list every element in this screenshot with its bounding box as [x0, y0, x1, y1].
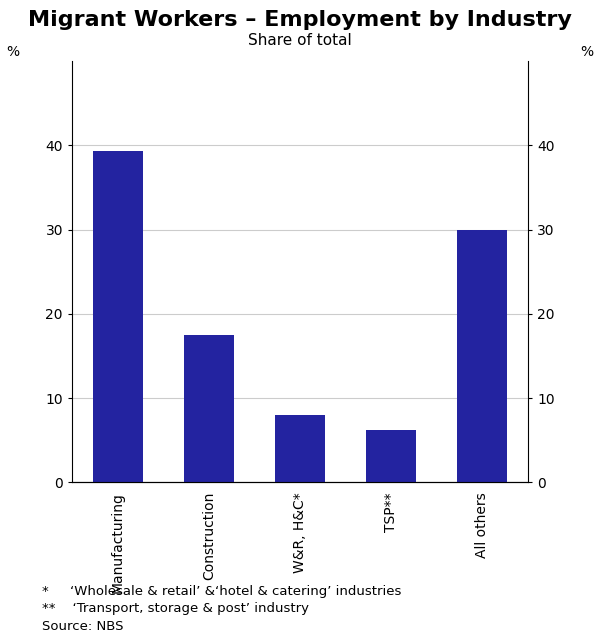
Text: Migrant Workers – Employment by Industry: Migrant Workers – Employment by Industry: [28, 10, 572, 30]
Bar: [275, 415, 325, 482]
Text: **    ‘Transport, storage & post’ industry: ** ‘Transport, storage & post’ industry: [42, 602, 309, 615]
Bar: [93, 151, 143, 482]
Text: Share of total: Share of total: [248, 33, 352, 48]
Bar: [457, 230, 507, 482]
Bar: [184, 335, 234, 482]
Text: %: %: [6, 45, 19, 59]
Bar: [366, 430, 416, 482]
Text: Source: NBS: Source: NBS: [42, 620, 124, 633]
Text: %: %: [581, 45, 594, 59]
Text: *     ‘Wholesale & retail’ &‘hotel & catering’ industries: * ‘Wholesale & retail’ &‘hotel & caterin…: [42, 585, 401, 598]
